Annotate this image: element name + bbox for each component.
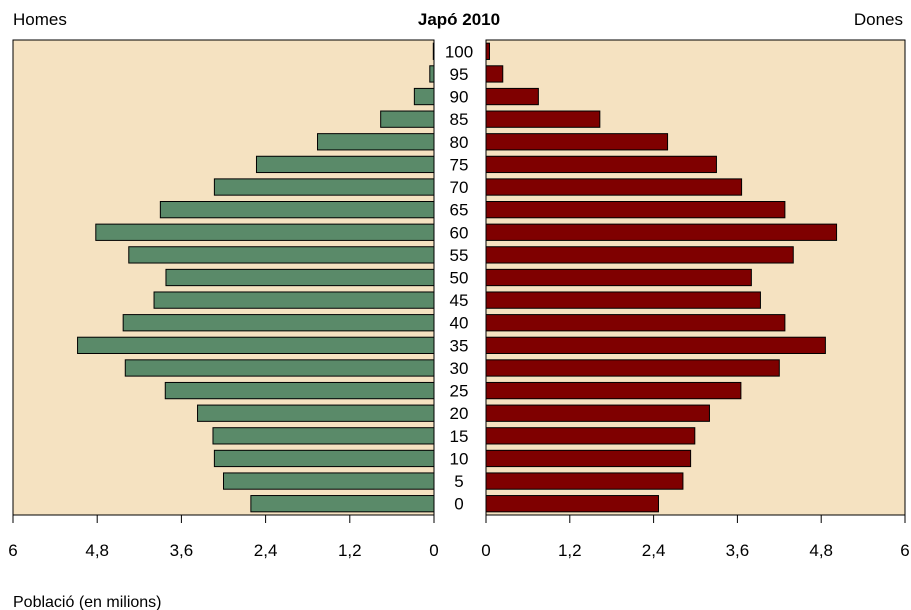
left-side-label: Homes — [13, 10, 67, 29]
bar-dones-75 — [485, 155, 717, 174]
age-label-5: 5 — [454, 472, 463, 491]
age-label-45: 45 — [450, 291, 469, 310]
left-tick-label: 2,4 — [254, 541, 278, 560]
bar-dones-20 — [485, 404, 710, 422]
bar-dones-100 — [485, 42, 490, 60]
bar-homes-0 — [250, 495, 435, 513]
age-label-80: 80 — [450, 133, 469, 152]
bar-dones-95 — [485, 65, 504, 83]
bar-homes-80 — [317, 133, 435, 151]
left-tick-label: 3,6 — [170, 541, 194, 560]
bar-dones-35 — [485, 336, 826, 355]
bar-dones-80 — [485, 133, 669, 151]
bar-homes-35 — [77, 336, 435, 355]
bar-dones-40 — [485, 314, 786, 332]
right-tick-label: 0 — [481, 541, 490, 560]
age-label-65: 65 — [450, 201, 469, 220]
bar-dones-25 — [485, 381, 742, 400]
bar-homes-60 — [95, 223, 435, 241]
age-label-95: 95 — [450, 65, 469, 84]
bar-homes-20 — [197, 404, 435, 422]
right-tick-label: 3,6 — [726, 541, 750, 560]
age-label-50: 50 — [450, 269, 469, 288]
bar-homes-75 — [255, 155, 435, 174]
right-tick-label: 1,2 — [558, 541, 582, 560]
bar-homes-70 — [213, 178, 435, 196]
bar-dones-10 — [485, 449, 692, 468]
age-label-40: 40 — [450, 314, 469, 333]
age-label-60: 60 — [450, 223, 469, 242]
bar-dones-15 — [485, 427, 696, 445]
right-tick-label: 4,8 — [809, 541, 833, 560]
age-label-30: 30 — [450, 359, 469, 378]
age-label-75: 75 — [450, 155, 469, 174]
right-tick-label: 6 — [900, 541, 909, 560]
bar-dones-70 — [485, 178, 743, 196]
bar-dones-55 — [485, 246, 794, 264]
bar-dones-50 — [485, 268, 752, 287]
bar-homes-5 — [223, 472, 435, 490]
bar-homes-10 — [213, 449, 435, 468]
bar-dones-5 — [485, 472, 684, 490]
left-tick-label: 6 — [8, 541, 17, 560]
bar-dones-30 — [485, 359, 780, 377]
bar-homes-25 — [164, 381, 435, 400]
age-label-10: 10 — [450, 449, 469, 468]
bar-homes-85 — [380, 110, 435, 128]
age-label-0: 0 — [454, 495, 463, 514]
bar-dones-65 — [485, 201, 786, 219]
bar-homes-45 — [153, 291, 435, 309]
bar-homes-30 — [124, 359, 435, 377]
bar-homes-95 — [429, 65, 435, 83]
age-label-35: 35 — [450, 336, 469, 355]
bar-dones-0 — [485, 495, 659, 513]
age-label-55: 55 — [450, 246, 469, 265]
left-tick-label: 1,2 — [338, 541, 362, 560]
x-axis-label: Població (en milions) — [13, 594, 162, 610]
bar-dones-85 — [485, 110, 601, 128]
age-label-25: 25 — [450, 382, 469, 401]
bar-homes-90 — [413, 87, 435, 106]
age-label-15: 15 — [450, 427, 469, 446]
left-tick-label: 4,8 — [85, 541, 109, 560]
bar-dones-90 — [485, 87, 539, 106]
age-label-70: 70 — [450, 178, 469, 197]
left-tick-label: 0 — [429, 541, 438, 560]
right-tick-label: 2,4 — [642, 541, 666, 560]
bar-homes-55 — [128, 246, 435, 264]
bar-dones-45 — [485, 291, 761, 309]
bar-homes-100 — [432, 42, 435, 60]
chart-title: Japó 2010 — [418, 10, 500, 29]
bar-homes-40 — [122, 314, 435, 332]
bar-homes-65 — [159, 201, 435, 219]
bar-homes-15 — [212, 427, 435, 445]
age-label-20: 20 — [450, 404, 469, 423]
age-label-100: 100 — [445, 42, 473, 61]
right-side-label: Dones — [854, 10, 903, 29]
age-label-85: 85 — [450, 110, 469, 129]
bar-dones-60 — [485, 223, 838, 241]
age-label-90: 90 — [450, 88, 469, 107]
bar-homes-50 — [165, 268, 435, 287]
